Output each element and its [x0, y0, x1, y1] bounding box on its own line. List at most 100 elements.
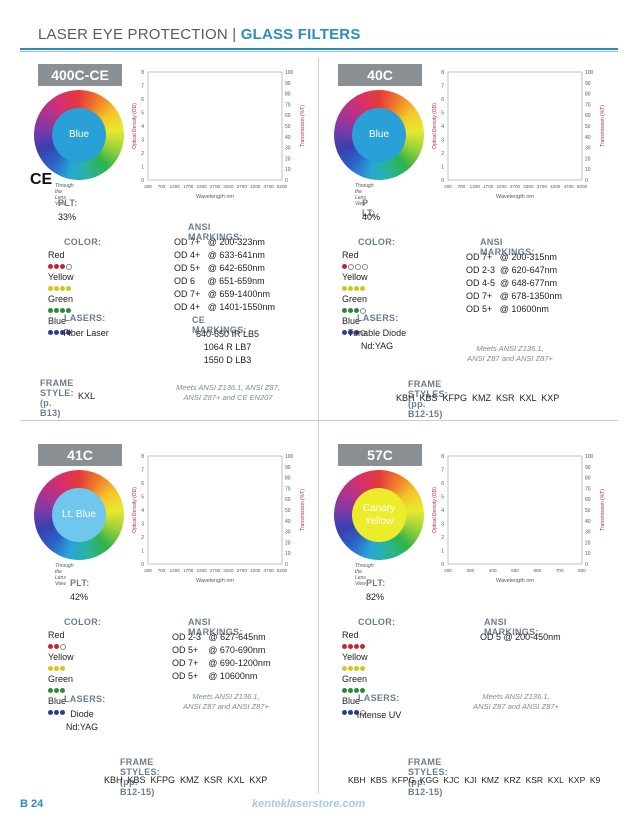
x-tick-label: 2200: [496, 184, 507, 189]
ce-marking: 640-650 IR LB5: [196, 329, 260, 339]
plt-label: PLT:: [70, 578, 90, 588]
ansi-marking: OD 5+ @ 10600nm: [466, 304, 549, 314]
y2-tick-label: 0: [285, 562, 288, 568]
lasers-label: LASERS:: [357, 313, 399, 323]
y2-tick-label: 30: [285, 146, 291, 152]
rating-dot: [60, 643, 66, 650]
x-tick-label: 1200: [170, 568, 181, 573]
rating-dot: [66, 263, 72, 270]
color-ratings: Red Yellow Green Blue: [342, 630, 376, 718]
rating-dot: [60, 710, 65, 716]
rating-dot: [48, 666, 53, 672]
x-tick-label: 5200: [277, 184, 288, 189]
rating-dot: [54, 264, 59, 270]
lasers-list: Fiber Laser: [56, 327, 116, 340]
rating-dot: [354, 644, 359, 650]
x-tick-label: 2200: [196, 568, 207, 573]
product-tab: 41C: [38, 444, 122, 466]
frame-style-label: FRAME STYLES: (pp. B12-15): [408, 757, 449, 797]
ansi-label: ANSI MARKINGS:: [480, 237, 535, 257]
y-tick-label: 6: [141, 97, 144, 103]
header-subtitle: GLASS FILTERS: [240, 26, 361, 43]
x-tick-label: 400: [489, 568, 497, 573]
color-name: Green: [342, 294, 368, 304]
x-tick-label: 3700: [237, 568, 248, 573]
y-tick-label: 5: [441, 495, 444, 501]
y-tick-label: 3: [141, 138, 144, 144]
y2-tick-label: 70: [585, 102, 591, 108]
note-line: Meets ANSI Z136.1,: [476, 344, 544, 353]
rating-dot: [54, 710, 59, 716]
plot-frame: [447, 455, 583, 565]
rating-dot: [348, 644, 353, 650]
frame-style-label: FRAME STYLES: (pp. B12-15): [408, 379, 449, 419]
rating-dot: [60, 330, 65, 336]
rating-dot: [360, 286, 365, 292]
color-ratings: Red Yellow Green Blue: [48, 250, 82, 338]
plt-value: 40%: [362, 212, 381, 222]
lasers-list: Intense UV: [344, 709, 414, 722]
color-name: Red: [342, 250, 359, 260]
rating-dot: [348, 710, 353, 716]
x-tick-label: 2700: [510, 184, 521, 189]
ansi-marking: OD 4-5 @ 648-677nm: [466, 278, 558, 288]
rating-dot: [354, 688, 359, 694]
y2-tick-label: 50: [285, 508, 291, 514]
x-tick-label: 4700: [263, 568, 274, 573]
y-tick-label: 2: [441, 151, 444, 157]
ce-marking: 1550 D LB3: [203, 355, 252, 365]
y2-tick-label: 20: [285, 156, 291, 162]
y-tick-label: 8: [441, 70, 444, 76]
color-label: COLOR:: [358, 617, 396, 627]
y-tick-label: 8: [141, 454, 144, 460]
rating-dot: [354, 666, 359, 672]
y2-tick-label: 90: [285, 81, 291, 87]
y-tick-label: 8: [141, 70, 144, 76]
ansi-marking: OD 7+ @ 200-315nm: [466, 252, 557, 262]
x-tick-label: 2700: [210, 184, 221, 189]
ansi-marking: OD 7+ @ 690-1200nm: [172, 658, 271, 668]
plot-frame: [447, 71, 583, 181]
rating-dot: [66, 330, 71, 336]
frame-styles: KXL: [78, 391, 96, 401]
color-row: Green: [342, 674, 376, 696]
rating-dot: [348, 330, 353, 336]
x-tick-label: 5200: [277, 568, 288, 573]
page-number: B 24: [20, 798, 44, 810]
x-tick-label: 4200: [550, 184, 561, 189]
y2-tick-label: 0: [585, 562, 588, 568]
x-tick-label: 700: [158, 568, 166, 573]
y2-tick-label: 10: [585, 167, 591, 173]
y-tick-label: 0: [441, 178, 444, 184]
rating-dot: [342, 264, 347, 270]
y2-tick-label: 20: [585, 156, 591, 162]
note-line: ANSI Z87 and ANSI Z87+: [183, 702, 269, 711]
color-name: Red: [48, 630, 65, 640]
y2-tick-label: 90: [585, 81, 591, 87]
y2-axis-label: Transmission (%T): [300, 489, 306, 531]
y-tick-label: 0: [141, 562, 144, 568]
ansi-marking: OD 5+ @ 642-650nm: [174, 263, 265, 273]
lens-color-center: Canary Yellow: [352, 488, 406, 542]
ansi-marking: OD 4+ @ 1401-1550nm: [174, 302, 275, 312]
y2-tick-label: 90: [585, 465, 591, 471]
rating-dot: [48, 264, 53, 270]
y2-tick-label: 70: [285, 102, 291, 108]
website-link[interactable]: kenteklaserstore.com: [252, 798, 366, 810]
rating-dot: [60, 688, 65, 694]
plt-value: 82%: [366, 592, 385, 602]
y-tick-label: 8: [441, 454, 444, 460]
ce-markings: 640-650 IR LB5 1064 R LB7 1550 D LB3: [196, 328, 259, 367]
note-line: Meets ANSI Z136.1,: [482, 692, 550, 701]
color-row: Green: [48, 294, 82, 316]
y2-tick-label: 60: [585, 113, 591, 119]
color-wheel: Blue: [334, 90, 424, 180]
color-row: Green: [48, 674, 82, 696]
y2-tick-label: 40: [285, 135, 291, 141]
ansi-markings: OD 2-3 @ 627-645nm OD 5+ @ 670-690nm OD 7+…: [172, 631, 270, 683]
y2-tick-label: 80: [285, 476, 291, 482]
frame-styles: KBH KBS KFPG KMZ KSR KXL KXP: [396, 393, 560, 403]
rating-dot: [60, 264, 65, 270]
rating-dot: [54, 330, 59, 336]
